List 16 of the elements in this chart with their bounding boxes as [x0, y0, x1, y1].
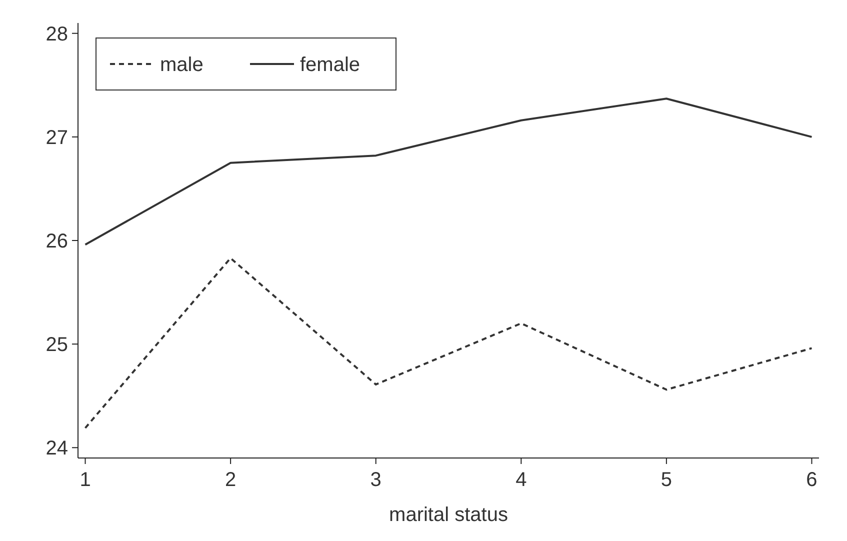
x-tick-label: 4	[516, 469, 527, 491]
x-tick-label: 6	[806, 469, 818, 491]
legend-label: female	[300, 54, 360, 76]
y-tick-label: 26	[46, 230, 68, 252]
x-tick-label: 5	[660, 469, 672, 491]
x-axis-title: marital status	[389, 504, 508, 526]
x-tick-label: 1	[80, 469, 91, 491]
x-tick-label: 3	[370, 469, 382, 491]
y-tick-label: 24	[46, 438, 68, 460]
x-tick-label: 2	[224, 469, 236, 491]
y-tick-label: 25	[46, 334, 68, 356]
y-tick-label: 27	[46, 126, 68, 149]
line-series	[84, 257, 813, 429]
y-tick-label: 28	[46, 23, 68, 46]
line-series	[84, 98, 813, 246]
legend-label: male	[160, 54, 204, 76]
